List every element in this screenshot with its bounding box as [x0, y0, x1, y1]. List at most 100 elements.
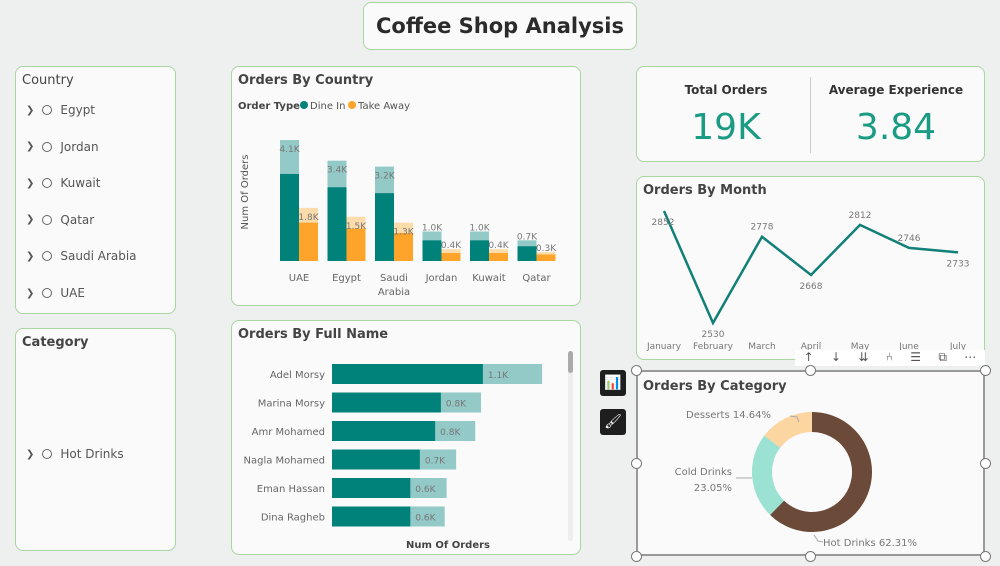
- bar-highlighted: [346, 228, 366, 261]
- orders-by-month-chart: Orders By Month 2852 January 2530 February 2…: [636, 176, 985, 360]
- bar-highlighted: [332, 421, 436, 441]
- orders-by-country-chart: Orders By Country Order Type Dine In Take …: [231, 66, 581, 306]
- slicer-item[interactable]: ❯ Egypt: [26, 103, 95, 117]
- slicer-item[interactable]: ❯ Jordan: [26, 140, 99, 154]
- kpi-card: Total Orders 19K Average Experience 3.84: [636, 66, 985, 162]
- chevron-right-icon[interactable]: ❯: [26, 448, 35, 460]
- x-tick-label: February: [693, 342, 734, 352]
- report-title: Coffee Shop Analysis: [363, 2, 637, 50]
- series-line: [662, 210, 959, 326]
- data-label: 2530: [702, 330, 725, 340]
- radio-button[interactable]: [42, 214, 53, 225]
- x-tick-label: Arabia: [378, 287, 410, 298]
- x-tick-label: UAE: [289, 273, 309, 284]
- chevron-right-icon[interactable]: ❯: [26, 177, 35, 189]
- slicer-item[interactable]: ❯ Qatar: [26, 213, 94, 227]
- bar-highlighted: [489, 253, 508, 261]
- drill-down-icon[interactable]: ↓: [831, 350, 842, 364]
- orders-by-name-chart: Orders By Full Name Adel Morsy 1.1K Marina…: [231, 320, 581, 555]
- slicer-item-label: Egypt: [60, 103, 96, 117]
- donut-slice: [770, 412, 872, 532]
- donut-slice: [764, 412, 812, 448]
- format-visual-icon[interactable]: 🖌: [600, 409, 626, 435]
- data-label: 3.4K: [327, 166, 348, 176]
- scrollbar-thumb[interactable]: [568, 351, 573, 373]
- orders-by-category-chart[interactable]: Orders By Category Hot Drinks 62.31% Cold…: [636, 370, 985, 556]
- data-label: 1.8K: [298, 213, 319, 223]
- radio-button[interactable]: [42, 251, 53, 262]
- slicer-item[interactable]: ❯ Saudi Arabia: [26, 249, 137, 263]
- radio-button[interactable]: [42, 105, 53, 115]
- resize-handle[interactable]: [631, 458, 642, 469]
- focus-mode-icon[interactable]: ⧉: [938, 350, 947, 364]
- bar-highlighted: [327, 187, 347, 261]
- chevron-right-icon[interactable]: ❯: [26, 104, 35, 116]
- slicer-item-label: Jordan: [60, 139, 99, 154]
- name-bar-chart: Adel Morsy 1.1K Marina Morsy 0.8K Amr Mohame…: [244, 364, 543, 551]
- country-bar-chart: Order Type Dine In Take Away Num Of Orders 4…: [238, 101, 557, 298]
- radio-button[interactable]: [42, 288, 53, 298]
- more-options-icon[interactable]: ⋯: [964, 350, 977, 364]
- data-label: 0.7K: [425, 457, 446, 467]
- build-visual-icon[interactable]: 📊: [600, 370, 626, 396]
- x-tick-label: Jordan: [425, 273, 458, 284]
- data-label: 1.0K: [469, 224, 490, 234]
- slicer-item-hot-drinks[interactable]: ❯ Hot Drinks: [26, 447, 124, 461]
- slicer-title: Country: [22, 73, 74, 88]
- filter-icon[interactable]: ☰: [910, 350, 922, 364]
- radio-button[interactable]: [42, 141, 53, 152]
- data-label: 0.4K: [488, 241, 509, 251]
- resize-handle[interactable]: [980, 365, 991, 376]
- data-label: 0.8K: [446, 400, 467, 410]
- chevron-right-icon[interactable]: ❯: [26, 214, 35, 226]
- legend-label: Dine In: [310, 101, 345, 112]
- expand-hierarchy-icon[interactable]: ⑃: [885, 350, 893, 364]
- x-tick-label: Qatar: [522, 273, 551, 284]
- expand-next-level-icon[interactable]: ⇊: [858, 350, 869, 364]
- chevron-right-icon[interactable]: ❯: [26, 250, 35, 262]
- data-label: 1.3K: [393, 228, 414, 238]
- x-tick-label: May: [851, 342, 870, 352]
- country-slicer: Country ❯ Egypt ❯ Jordan ❯ Kuwait ❯ Qatar ❯ Saudi…: [15, 66, 176, 314]
- bar-highlighted: [441, 253, 461, 261]
- bar-highlighted: [394, 232, 413, 261]
- data-label: 1.0K: [422, 224, 443, 234]
- x-tick-label: Egypt: [332, 273, 361, 284]
- slice-label: Desserts 14.64%: [686, 410, 771, 421]
- data-label: 3.2K: [374, 172, 395, 182]
- chevron-right-icon[interactable]: ❯: [26, 141, 35, 153]
- chevron-right-icon[interactable]: ❯: [26, 287, 35, 299]
- slicer-item-label: Hot Drinks: [60, 447, 124, 461]
- chart-title: Orders By Month: [643, 183, 767, 198]
- bar-highlighted: [375, 193, 394, 261]
- resize-handle[interactable]: [805, 365, 816, 376]
- category-slicer: Category ❯ Hot Drinks: [15, 328, 176, 551]
- scrollbar[interactable]: [568, 351, 573, 541]
- visual-header-toolbar: ↑ ↓ ⇊ ⑃ ☰ ⧉ ⋯: [795, 350, 985, 366]
- resize-handle[interactable]: [980, 458, 991, 469]
- divider: [810, 77, 811, 153]
- drill-up-icon[interactable]: ↑: [803, 350, 814, 364]
- resize-handle[interactable]: [631, 551, 642, 562]
- y-tick-label: Amr Mohamed: [252, 427, 325, 438]
- data-label: 0.7K: [517, 232, 538, 242]
- category-donut-chart: Hot Drinks 62.31% Cold Drinks 23.05% Desser…: [675, 410, 917, 549]
- radio-button[interactable]: [42, 178, 53, 189]
- slice-label: Hot Drinks 62.31%: [823, 538, 917, 549]
- slicer-title: Category: [22, 335, 89, 350]
- x-axis-label: Num Of Orders: [406, 540, 490, 551]
- resize-handle[interactable]: [980, 551, 991, 562]
- resize-handle[interactable]: [805, 551, 816, 562]
- slicer-item[interactable]: ❯ UAE: [26, 286, 85, 300]
- data-label: 2733: [947, 259, 970, 269]
- bar-highlighted: [299, 222, 318, 261]
- month-line-chart: 2852 January 2530 February 2778 March 2668 Apri…: [646, 210, 970, 352]
- resize-handle[interactable]: [631, 365, 642, 376]
- slice-label: Cold Drinks: [675, 467, 732, 478]
- slicer-item-label: Kuwait: [60, 176, 101, 191]
- y-axis-label: Num Of Orders: [240, 155, 251, 230]
- slicer-item[interactable]: ❯ Kuwait: [26, 176, 100, 190]
- radio-button[interactable]: [42, 449, 53, 459]
- y-tick-label: Eman Hassan: [257, 484, 325, 495]
- chart-title: Orders By Country: [238, 73, 374, 88]
